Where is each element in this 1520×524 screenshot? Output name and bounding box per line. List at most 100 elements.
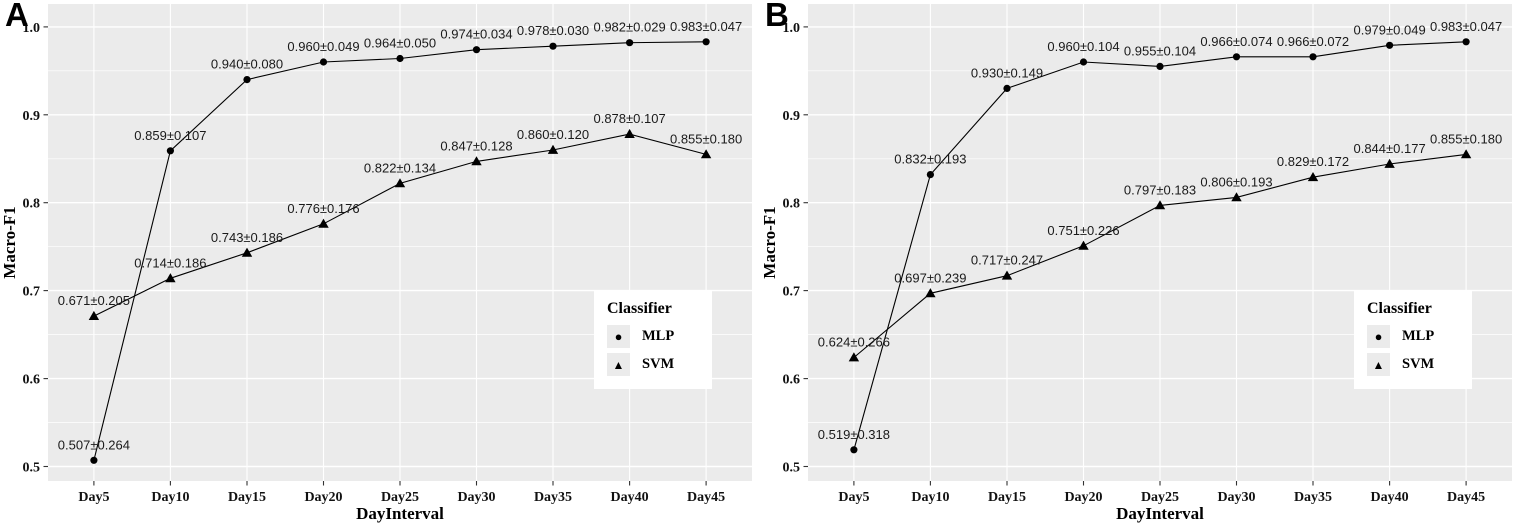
data-point-triangle [241,247,253,257]
data-point-circle [549,42,557,50]
y-tick-label: 0.7 [23,285,41,300]
panel-a: A 1.0 0.9 0.8 0.7 0.6 0.5 Day5 Day10 Day15 Day20 D… [0,0,752,523]
legend-item-svm: ▲ SVM [1367,353,1459,376]
x-tick-label: Day15 [988,490,1026,505]
data-point-circle [850,446,858,454]
y-tick-label: 1.0 [23,21,41,36]
point-label-svm: 0.797±0.183 [1124,182,1196,197]
x-tick-label: Day40 [1371,490,1409,505]
circle-marker-icon: ● [607,325,630,348]
data-point-triangle [1154,200,1166,210]
point-label-svm: 0.855±0.180 [1430,131,1502,146]
data-point-circle [319,58,328,66]
data-point-circle [926,171,934,179]
x-tick-label: Day25 [381,490,419,505]
y-tick-label: 0.9 [23,109,41,124]
point-label-svm: 0.829±0.172 [1277,154,1349,169]
point-label-mlp: 0.519±0.318 [818,427,890,442]
panel-a-legend: Classifier ● MLP ▲ SVM [594,291,712,389]
point-label-mlp: 0.966±0.072 [1277,34,1349,49]
point-label-svm: 0.860±0.120 [517,127,589,142]
x-tick-label: Day45 [687,490,725,505]
x-tick-label: Day30 [457,490,495,505]
data-point-triangle [88,310,100,320]
y-tick-label: 0.5 [783,461,801,476]
data-point-triangle [848,352,860,362]
data-point-triangle [165,273,176,283]
triangle-marker-icon: ▲ [607,353,630,376]
point-label-svm: 0.855±0.180 [670,131,742,146]
x-tick-label: Day35 [534,490,572,505]
panel-a-chart: 1.0 0.9 0.8 0.7 0.6 0.5 Day5 Day10 Day15 Day20 Day… [0,4,752,523]
point-label-svm: 0.714±0.186 [134,255,206,270]
point-label-mlp: 0.507±0.264 [58,437,130,452]
data-point-triangle [547,144,559,154]
data-point-circle [1386,41,1394,49]
data-point-circle [396,54,404,63]
point-label-svm: 0.822±0.134 [364,160,436,175]
data-point-triangle [1001,270,1013,280]
data-point-circle [1232,53,1241,61]
data-point-circle [1079,58,1088,66]
y-tick-label: 0.6 [23,373,41,388]
data-point-circle [472,46,481,54]
point-label-mlp: 0.832±0.193 [894,152,966,167]
point-label-mlp: 0.960±0.049 [287,39,359,54]
legend-label-mlp: MLP [1402,328,1435,344]
y-tick-label: 0.9 [783,109,801,124]
point-label-mlp: 0.960±0.104 [1047,39,1119,54]
point-label-svm: 0.878±0.107 [593,111,665,126]
data-point-triangle [1231,192,1242,202]
point-label-mlp: 0.955±0.104 [1124,43,1196,58]
x-tick-label: Day45 [1447,490,1485,505]
data-point-circle [1003,84,1011,92]
point-label-svm: 0.844±0.177 [1353,141,1425,156]
point-label-mlp: 0.859±0.107 [134,128,206,143]
x-tick-label: Day15 [228,490,266,505]
data-point-circle [90,456,98,464]
point-label-svm: 0.697±0.239 [894,270,966,285]
panel-b-letter: B [765,0,789,33]
point-label-mlp: 0.978±0.030 [517,23,589,38]
y-tick-label: 0.6 [783,373,801,388]
data-point-triangle [925,288,936,298]
legend-label-mlp: MLP [642,328,675,344]
x-tick-label: Day30 [1217,490,1255,505]
point-label-mlp: 0.974±0.034 [440,27,512,42]
point-label-svm: 0.776±0.176 [287,201,359,216]
point-label-mlp: 0.979±0.049 [1353,22,1425,37]
x-tick-label: Day35 [1294,490,1332,505]
point-label-mlp: 0.930±0.149 [971,65,1043,80]
x-tick-label: Day20 [1064,490,1102,505]
x-tick-label: Day5 [838,490,869,505]
point-label-mlp: 0.983±0.047 [670,19,742,34]
y-tick-label: 0.8 [783,197,801,212]
point-label-mlp: 0.964±0.050 [364,36,436,51]
y-tick-label: 1.0 [783,21,801,36]
data-point-circle [166,147,174,155]
y-tick-label: 0.8 [23,197,41,212]
circle-marker-icon: ● [1367,325,1390,348]
point-label-svm: 0.806±0.193 [1200,174,1272,189]
data-point-triangle [1307,172,1319,182]
point-label-mlp: 0.940±0.080 [211,57,283,72]
data-point-circle [626,39,634,47]
x-tick-label: Day10 [151,490,189,505]
x-tick-label: Day10 [911,490,949,505]
triangle-marker-icon: ▲ [1367,353,1390,376]
x-tick-label: Day25 [1141,490,1179,505]
point-label-svm: 0.751±0.226 [1047,223,1119,238]
data-point-triangle [1384,158,1395,168]
legend-item-svm: ▲ SVM [607,353,699,376]
legend-label-svm: SVM [642,356,675,372]
y-tick-label: 0.5 [23,461,41,476]
point-label-svm: 0.671±0.205 [58,293,130,308]
legend-item-mlp: ● MLP [607,325,699,348]
panel-b-chart: 1.0 0.9 0.8 0.7 0.6 0.5 Day5 Day10 Day15 Day20 Day… [760,4,1512,523]
y-axis-title: Macro-F1 [0,206,19,278]
x-tick-label: Day5 [78,490,109,505]
legend-item-mlp: ● MLP [1367,325,1459,348]
legend-title: Classifier [607,300,672,317]
legend-label-svm: SVM [1402,356,1435,372]
